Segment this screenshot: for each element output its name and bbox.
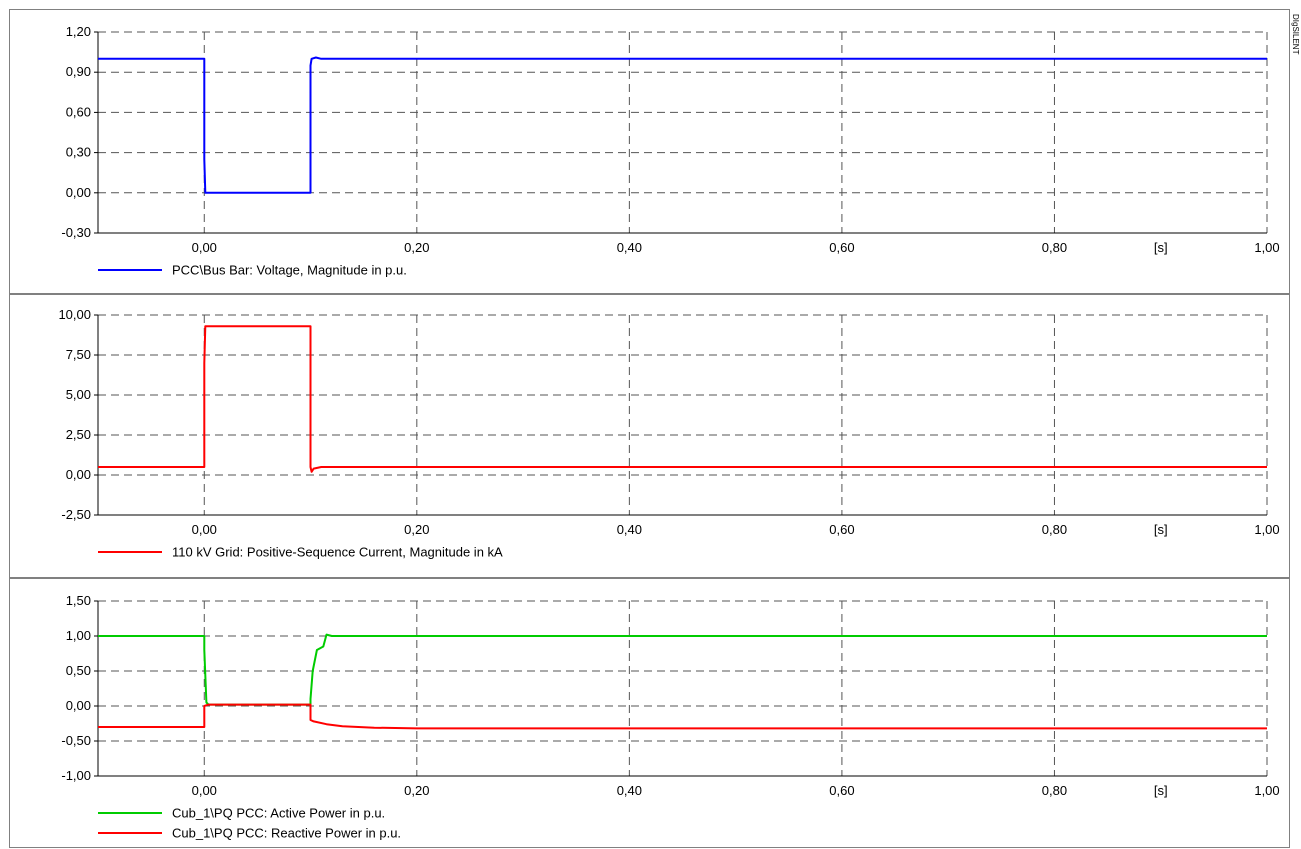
x-unit-label: [s] bbox=[1154, 240, 1168, 255]
legend-label: Cub_1\PQ PCC: Active Power in p.u. bbox=[172, 806, 385, 821]
y-tick-label: 10,00 bbox=[58, 307, 91, 322]
x-tick-label: 0,40 bbox=[617, 240, 642, 255]
y-tick-label: 0,90 bbox=[66, 64, 91, 79]
x-tick-label: 0,20 bbox=[404, 783, 429, 798]
y-tick-label: 0,00 bbox=[66, 698, 91, 713]
y-tick-label: 0,00 bbox=[66, 185, 91, 200]
series-line bbox=[98, 325, 1267, 473]
x-tick-label: 0,80 bbox=[1042, 240, 1067, 255]
series-line bbox=[98, 56, 1267, 194]
x-tick-label: 0,60 bbox=[829, 783, 854, 798]
series-line bbox=[98, 633, 1267, 706]
legend-label: PCC\Bus Bar: Voltage, Magnitude in p.u. bbox=[172, 263, 407, 278]
side-watermark-label: DIgSILENT bbox=[1291, 14, 1300, 55]
x-tick-label: 0,80 bbox=[1042, 783, 1067, 798]
panel-2: -2,50 0,00 2,50 5,00 7,50 10,00 0,00 0,20 0,40 0,… bbox=[9, 307, 1290, 579]
x-tick-label: 0,40 bbox=[617, 783, 642, 798]
y-tick-label: -0,30 bbox=[61, 225, 91, 240]
series-line bbox=[98, 703, 1267, 730]
x-tick-label: 0,20 bbox=[404, 522, 429, 537]
x-tick-label: 0,80 bbox=[1042, 522, 1067, 537]
y-tick-label: 1,50 bbox=[66, 593, 91, 608]
panel-1: -0,30 0,00 0,30 0,60 0,90 1,20 0,00 0,20 0,40 0,6… bbox=[9, 24, 1290, 295]
x-tick-label: 0,00 bbox=[192, 783, 217, 798]
x-tick-label: 0,00 bbox=[192, 240, 217, 255]
x-tick-label: 0,40 bbox=[617, 522, 642, 537]
x-tick-label: 1,00 bbox=[1254, 522, 1279, 537]
panel-3: -1,00 -0,50 0,00 0,50 1,00 1,50 0,00 0,20 0,40 0,… bbox=[61, 593, 1279, 841]
legend-label: 110 kV Grid: Positive-Sequence Current, … bbox=[172, 545, 503, 560]
x-tick-label: 1,00 bbox=[1254, 783, 1279, 798]
x-tick-label: 0,60 bbox=[829, 240, 854, 255]
x-unit-label: [s] bbox=[1154, 783, 1168, 798]
y-tick-label: 1,00 bbox=[66, 628, 91, 643]
y-tick-label: 0,30 bbox=[66, 145, 91, 160]
y-tick-label: -0,50 bbox=[61, 733, 91, 748]
x-tick-label: 1,00 bbox=[1254, 240, 1279, 255]
y-tick-label: -1,00 bbox=[61, 768, 91, 783]
x-unit-label: [s] bbox=[1154, 522, 1168, 537]
y-tick-label: 1,20 bbox=[66, 24, 91, 39]
y-tick-label: 0,00 bbox=[66, 467, 91, 482]
y-tick-label: 2,50 bbox=[66, 427, 91, 442]
legend-label: Cub_1\PQ PCC: Reactive Power in p.u. bbox=[172, 826, 401, 841]
x-tick-label: 0,00 bbox=[192, 522, 217, 537]
y-tick-label: 7,50 bbox=[66, 347, 91, 362]
y-tick-label: -2,50 bbox=[61, 507, 91, 522]
y-tick-label: 0,50 bbox=[66, 663, 91, 678]
y-tick-label: 5,00 bbox=[66, 387, 91, 402]
x-tick-label: 0,60 bbox=[829, 522, 854, 537]
x-tick-label: 0,20 bbox=[404, 240, 429, 255]
figure-frame bbox=[9, 9, 1290, 848]
y-tick-label: 0,60 bbox=[66, 104, 91, 119]
